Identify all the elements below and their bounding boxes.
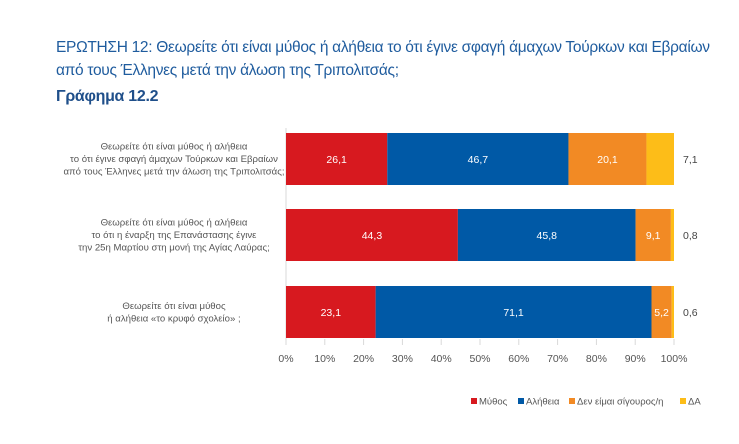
category-label: Θεωρείτε ότι είναι μύθος ή αλήθεια το ότι… — [63, 142, 284, 178]
bar-segment — [286, 209, 458, 261]
legend-label: Μύθος — [479, 397, 508, 408]
bar-segment — [457, 209, 636, 261]
x-tick-label: 10% — [314, 353, 335, 365]
data-label: 45,8 — [537, 230, 558, 242]
bar-segment — [286, 286, 376, 338]
x-tick-label: 50% — [469, 353, 490, 365]
data-label-outside: 7,1 — [683, 154, 698, 166]
legend-swatch — [471, 398, 477, 404]
x-tick-label: 60% — [508, 353, 529, 365]
data-label: 71,1 — [503, 307, 524, 319]
data-label-outside: 0,8 — [683, 230, 698, 242]
x-tick-label: 30% — [392, 353, 413, 365]
bar-segment — [375, 286, 652, 338]
bar-segment — [568, 133, 647, 185]
bar-segment — [670, 209, 674, 261]
x-tick-label: 90% — [625, 353, 646, 365]
x-tick-label: 20% — [353, 353, 374, 365]
x-tick-label: 0% — [278, 353, 293, 365]
legend-label: Αλήθεια — [526, 397, 560, 408]
category-label: Θεωρείτε ότι είναι μύθος ή αλήθεια «το κρ… — [107, 301, 240, 325]
data-label: 26,1 — [326, 154, 347, 166]
legend-label: Δεν είμαι σίγουρος/η — [577, 397, 663, 408]
chart-subtitle: Γράφημα 12.2 — [56, 88, 159, 105]
chart-title: ΕΡΩΤΗΣΗ 12: Θεωρείτε ότι είναι μύθος ή α… — [56, 39, 710, 79]
data-label: 5,2 — [654, 307, 669, 319]
legend-swatch — [569, 398, 575, 404]
data-label: 20,1 — [597, 154, 618, 166]
x-tick-label: 80% — [586, 353, 607, 365]
bar-segment — [646, 133, 674, 185]
legend-swatch — [680, 398, 686, 404]
category-label: Θεωρείτε ότι είναι μύθος ή αλήθεια το ότι… — [78, 218, 270, 254]
bar-segment — [671, 286, 674, 338]
legend-label: ΔΑ — [688, 397, 701, 408]
x-tick-label: 40% — [431, 353, 452, 365]
bar-segment — [387, 133, 569, 185]
x-tick-label: 100% — [661, 353, 688, 365]
data-label: 44,3 — [362, 230, 383, 242]
bar-segment — [286, 133, 388, 185]
legend-swatch — [518, 398, 524, 404]
data-label: 23,1 — [321, 307, 342, 319]
data-label: 46,7 — [468, 154, 489, 166]
data-label-outside: 0,6 — [683, 307, 698, 319]
bar-segment — [635, 209, 671, 261]
data-label: 9,1 — [646, 230, 661, 242]
bar-segment — [651, 286, 672, 338]
x-tick-label: 70% — [547, 353, 568, 365]
